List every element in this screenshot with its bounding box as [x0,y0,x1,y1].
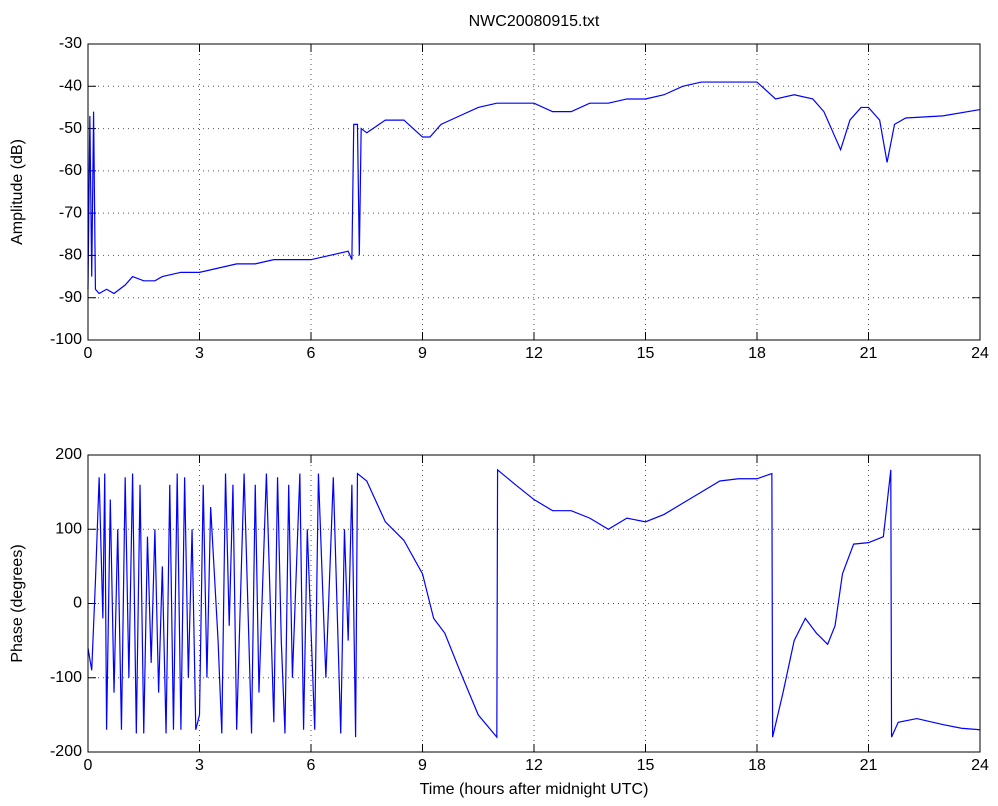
y-tick-label: -100 [50,669,82,686]
y-axis-label: Amplitude (dB) [9,139,26,245]
x-tick-label: 9 [418,345,427,362]
x-tick-label: 3 [195,757,204,774]
data-line [87,81,981,295]
x-tick-label: 0 [84,757,93,774]
y-tick-label: 0 [73,595,82,612]
x-tick-label: 9 [418,757,427,774]
chart-title: NWC20080915.txt [469,13,600,30]
x-tick-label: 6 [307,345,316,362]
y-tick-label: -50 [59,120,82,137]
x-tick-label: 24 [971,757,989,774]
x-tick-label: 0 [84,345,93,362]
y-tick-label: 200 [55,446,82,463]
x-tick-label: 15 [637,757,655,774]
x-tick-label: 18 [748,345,766,362]
x-axis-label: Time (hours after midnight UTC) [420,781,649,798]
axes-box [87,454,981,753]
y-axis-label: Phase (degrees) [9,544,26,662]
x-tick-label: 21 [860,345,878,362]
x-tick-label: 6 [307,757,316,774]
x-tick-label: 18 [748,757,766,774]
y-tick-label: -200 [50,743,82,760]
y-tick-label: -80 [59,247,82,264]
y-tick-label: -30 [59,35,82,52]
x-tick-label: 3 [195,345,204,362]
y-tick-label: -60 [59,162,82,179]
data-line [87,468,981,739]
x-tick-label: 12 [525,757,543,774]
y-tick-label: -40 [59,78,82,95]
y-tick-label: -70 [59,204,82,221]
x-tick-label: 15 [637,345,655,362]
y-tick-label: 100 [55,520,82,537]
y-tick-label: -100 [50,331,82,348]
plot-area [88,44,980,340]
y-tick-label: -90 [59,289,82,306]
x-tick-label: 24 [971,345,989,362]
x-tick-label: 12 [525,345,543,362]
x-tick-label: 21 [860,757,878,774]
axes-box [87,43,981,341]
